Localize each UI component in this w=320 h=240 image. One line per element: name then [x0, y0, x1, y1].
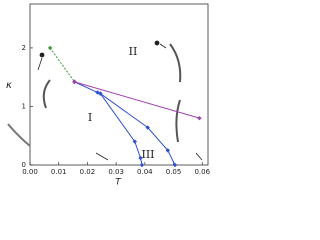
x-tick-label: 0.00	[22, 168, 38, 176]
y-tick-label: 2	[22, 44, 26, 52]
point-marker	[145, 125, 150, 130]
y-tick-label: 1	[22, 102, 26, 110]
series-line	[100, 93, 176, 166]
x-tick-label: 0.05	[166, 168, 182, 176]
point-marker	[165, 148, 171, 153]
point-marker	[139, 162, 145, 168]
inset-icons	[7, 43, 182, 147]
arrows	[37, 40, 203, 161]
y-tick-label: 0	[22, 161, 26, 169]
x-tick-label: 0.03	[108, 168, 124, 176]
point-marker	[47, 45, 53, 51]
point-marker	[172, 162, 178, 168]
region-label: I	[88, 111, 92, 124]
point-marker	[197, 115, 202, 121]
region-label: II	[129, 45, 138, 58]
point-marker	[138, 155, 143, 161]
series-line	[49, 47, 75, 83]
x-axis-label: T	[115, 178, 122, 188]
point-marker	[95, 90, 100, 95]
x-tick-label: 0.04	[137, 168, 153, 176]
series-line	[74, 81, 143, 166]
plot-frame	[29, 3, 209, 166]
point-marker	[72, 79, 77, 85]
point-marker	[98, 91, 103, 96]
region-label: III	[141, 148, 154, 161]
x-tick-label: 0.02	[80, 168, 96, 176]
series-line	[74, 81, 200, 119]
x-tick-label: 0.06	[194, 168, 210, 176]
chart: T κ I II III 0.00 0.01 0.02 0.03 0.04 0.05 0.0…	[6, 3, 211, 188]
x-tick-label: 0.01	[51, 168, 67, 176]
y-axis-label: κ	[6, 80, 12, 91]
point-marker	[132, 139, 137, 144]
